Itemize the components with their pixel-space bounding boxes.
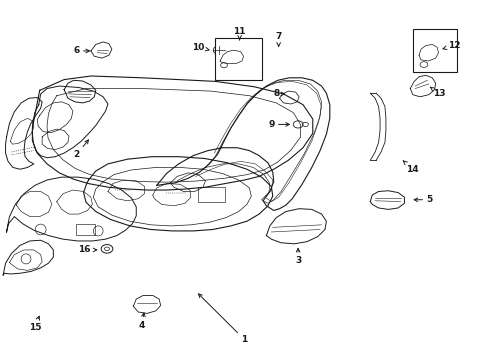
Text: 14: 14: [403, 161, 418, 174]
Text: 12: 12: [442, 41, 460, 50]
Text: 10: 10: [192, 43, 209, 52]
Text: 6: 6: [73, 46, 89, 55]
Bar: [412, 30, 456, 72]
Text: 1: 1: [198, 294, 247, 344]
Text: 3: 3: [294, 248, 301, 265]
Text: 11: 11: [233, 27, 245, 40]
Text: 16: 16: [78, 246, 97, 255]
Text: 7: 7: [275, 32, 281, 46]
Text: 2: 2: [73, 140, 88, 159]
Text: 5: 5: [413, 195, 432, 204]
Text: 15: 15: [28, 316, 41, 332]
Text: 8: 8: [272, 89, 284, 98]
Text: 9: 9: [267, 120, 289, 129]
Bar: [198, 187, 224, 202]
Text: 4: 4: [139, 313, 145, 330]
Text: 13: 13: [429, 87, 445, 98]
Bar: [215, 39, 261, 80]
Bar: [76, 225, 95, 234]
